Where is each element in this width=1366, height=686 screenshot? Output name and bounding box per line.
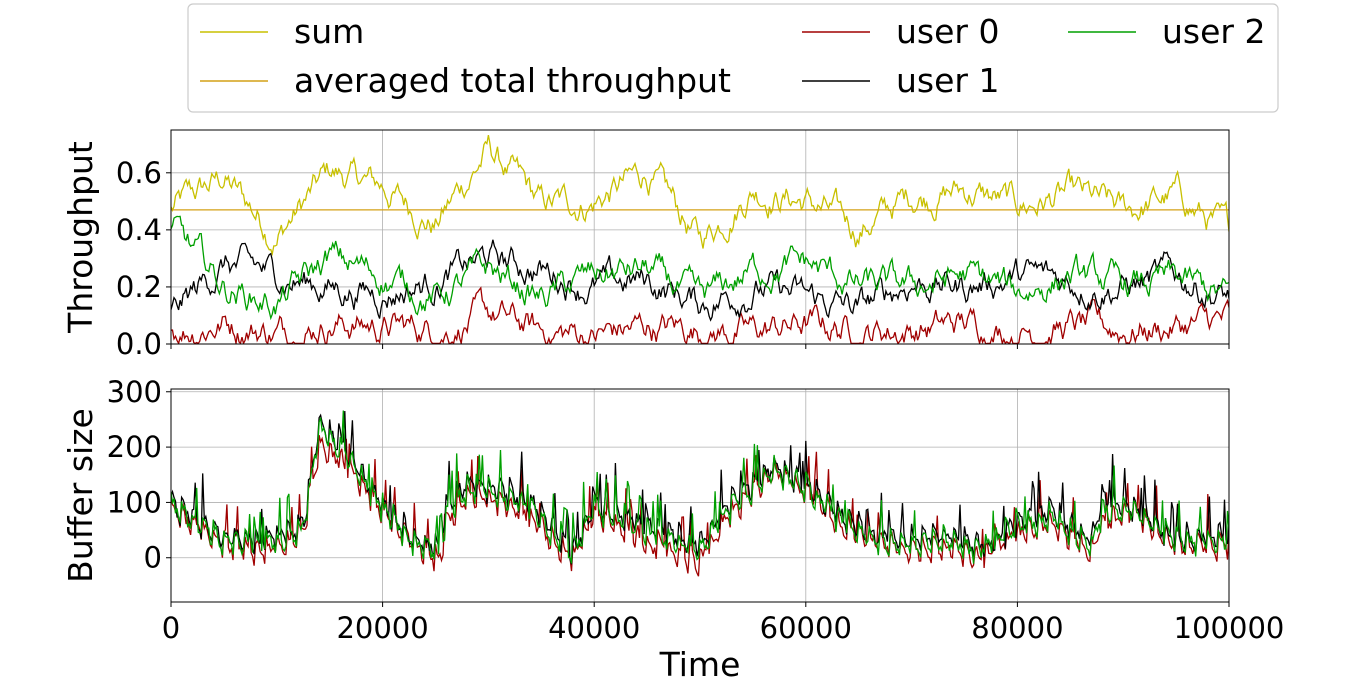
y-axis-label: Buffer size [61, 408, 100, 583]
throughput-panel: 0.0 0.2 0.4 0.6 Throughput [61, 129, 1230, 361]
buffer-size-panel: 0 100 200 300 0 20000 40000 60000 80000 100000 Buf… [61, 375, 1285, 684]
series-line-user-2 [171, 410, 1229, 564]
legend-label: averaged total throughput [294, 61, 731, 100]
legend-box [187, 3, 1279, 113]
y-tick-label: 0.2 [116, 270, 162, 304]
y-tick-label: 0.6 [116, 156, 162, 190]
series-line-sum [171, 134, 1229, 257]
x-tick-label: 0 [162, 611, 180, 645]
legend-label: user 1 [896, 61, 999, 100]
y-axis-label: Throughput [61, 141, 100, 334]
series-group [171, 134, 1229, 344]
series-line-user-2 [171, 215, 1229, 321]
y-tick-label: 300 [107, 375, 162, 409]
series-line-user-0 [171, 434, 1229, 577]
axes-frame [170, 129, 1230, 345]
y-tick-label: 0 [144, 541, 162, 575]
legend-label: user 0 [896, 12, 999, 51]
series-group [171, 410, 1229, 577]
x-tick-label: 100000 [1174, 611, 1285, 645]
x-tick-label: 20000 [336, 611, 428, 645]
legend-label: user 2 [1162, 12, 1265, 51]
legend: sum averaged total throughput user 0 user 1… [187, 3, 1279, 113]
x-axis-label: Time [659, 645, 741, 682]
axes-frame [170, 388, 1230, 603]
y-tick-label: 0.4 [116, 213, 162, 247]
series-line-user-1 [171, 239, 1229, 322]
y-tick-label: 200 [107, 430, 162, 464]
series-line-user-0 [171, 286, 1229, 344]
x-tick-label: 40000 [548, 611, 640, 645]
x-tick-label: 60000 [760, 611, 852, 645]
y-tick-label: 0.0 [116, 327, 162, 361]
legend-label: sum [294, 12, 364, 51]
x-tick-label: 80000 [971, 611, 1063, 645]
y-tick-label: 100 [107, 485, 162, 519]
